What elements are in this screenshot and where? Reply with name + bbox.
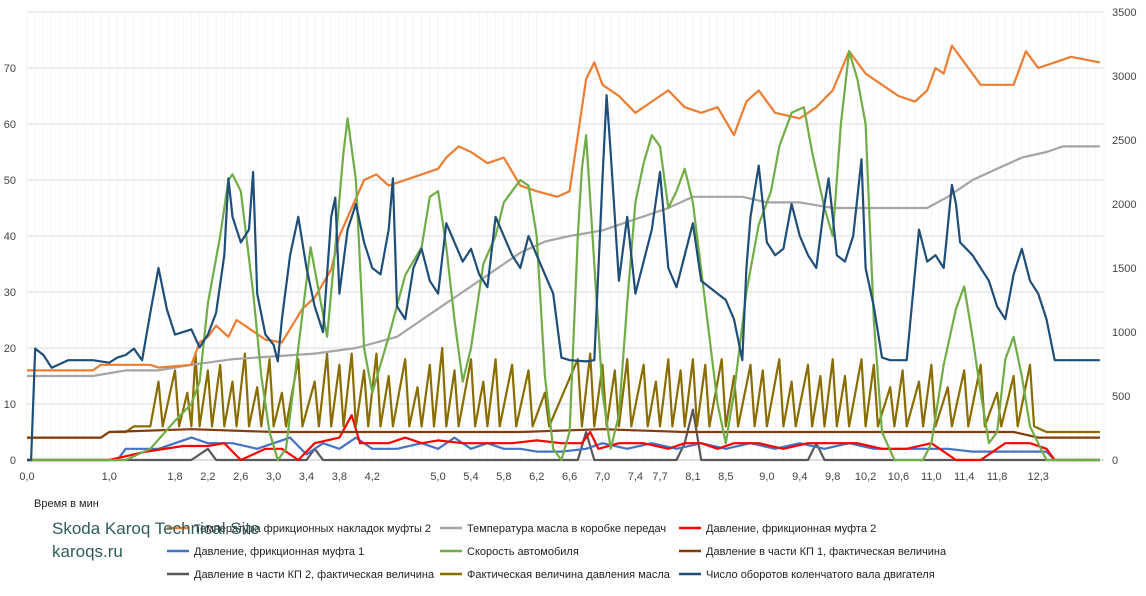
legend: Температура фрикционных накладок муфты 2… bbox=[167, 523, 947, 581]
x-ticks: 0,0 1,0 1,8 2,2 2,6 3,0 3,4 3,8 4,2 5,0 5,4 5,8 6,2 6… bbox=[19, 471, 1049, 483]
y-right-ticks: 0 500 1000 1500 2000 2500 3000 3500 bbox=[1112, 7, 1136, 467]
x-tick-label: 3,4 bbox=[299, 471, 314, 483]
x-tick-label: 7,0 bbox=[595, 471, 610, 483]
legend-entry: Давление, фрикционная муфта 2 bbox=[706, 523, 876, 535]
x-tick-label: 3,8 bbox=[332, 471, 347, 483]
x-tick-label: 5,8 bbox=[496, 471, 511, 483]
y-left-tick-label: 70 bbox=[4, 63, 16, 75]
x-tick-label: 3,0 bbox=[266, 471, 281, 483]
series-line-pressure-kp2 bbox=[27, 408, 1100, 462]
series-line-pressure-clutch2 bbox=[27, 414, 1100, 462]
x-tick-label: 8,1 bbox=[685, 471, 700, 483]
legend-entry: Давление, фрикционная муфта 1 bbox=[194, 546, 364, 558]
x-tick-label: 6,6 bbox=[562, 471, 577, 483]
y-right-tick-label: 500 bbox=[1112, 391, 1130, 403]
series-line-oil-pressure bbox=[27, 346, 1100, 439]
watermark-title: Skoda Karoq Technical Site bbox=[52, 519, 260, 538]
x-tick-label: 1,0 bbox=[102, 471, 117, 483]
legend-entry: Скорость автомобиля bbox=[467, 546, 579, 558]
legend-entry: Температура масла в коробке передач bbox=[467, 523, 666, 535]
watermark-url: karoqs.ru bbox=[52, 542, 123, 561]
legend-entry: Температура фрикционных накладок муфты 2 bbox=[194, 523, 431, 535]
x-tick-label: 10,6 bbox=[888, 471, 909, 483]
x-tick-label: 11,4 bbox=[954, 471, 975, 483]
x-tick-label: 11,8 bbox=[987, 471, 1008, 483]
y-right-tick-label: 3500 bbox=[1112, 7, 1136, 19]
y-right-tick-label: 1500 bbox=[1112, 263, 1136, 275]
legend-entry: Давление в части КП 1, фактическая велич… bbox=[706, 546, 947, 558]
y-left-tick-label: 50 bbox=[4, 175, 16, 187]
y-right-tick-label: 2000 bbox=[1112, 199, 1136, 211]
series-line-pressure-kp1 bbox=[27, 428, 1100, 439]
series-line-oil-temp-clutch2 bbox=[27, 44, 1101, 372]
x-tick-label: 2,2 bbox=[200, 471, 215, 483]
y-right-tick-label: 1000 bbox=[1112, 327, 1136, 339]
x-tick-label: 7,7 bbox=[652, 471, 667, 483]
x-tick-label: 7,4 bbox=[628, 471, 643, 483]
legend-entry: Давление в части КП 2, фактическая велич… bbox=[194, 569, 435, 581]
legend-entry: Число оборотов коленчатого вала двигател… bbox=[706, 569, 935, 581]
y-left-tick-label: 40 bbox=[4, 231, 16, 243]
series-line-vehicle-speed bbox=[27, 50, 1100, 462]
series-layer bbox=[27, 44, 1101, 462]
x-tick-label: 12,3 bbox=[1028, 471, 1049, 483]
x-tick-label: 9,8 bbox=[825, 471, 840, 483]
x-tick-label: 9,0 bbox=[759, 471, 774, 483]
y-right-tick-label: 0 bbox=[1112, 455, 1118, 467]
y-left-tick-label: 10 bbox=[4, 399, 16, 411]
y-left-tick-label: 60 bbox=[4, 119, 16, 131]
legend-entry: Фактическая величина давления масла bbox=[467, 569, 671, 581]
grid bbox=[26, 11, 1105, 461]
y-left-tick-label: 0 bbox=[10, 455, 16, 467]
y-left-tick-label: 30 bbox=[4, 287, 16, 299]
x-tick-label: 6,2 bbox=[529, 471, 544, 483]
x-tick-label: 8,5 bbox=[718, 471, 733, 483]
x-tick-label: 10,2 bbox=[855, 471, 876, 483]
y-left-ticks: 0 10 20 30 40 50 60 70 bbox=[4, 63, 16, 467]
x-tick-label: 5,4 bbox=[463, 471, 478, 483]
x-tick-label: 0,0 bbox=[19, 471, 34, 483]
y-left-tick-label: 20 bbox=[4, 343, 16, 355]
x-tick-label: 4,2 bbox=[365, 471, 380, 483]
x-tick-label: 5,0 bbox=[430, 471, 445, 483]
y-right-tick-label: 3000 bbox=[1112, 71, 1136, 83]
series-line-engine-rpm bbox=[27, 94, 1100, 462]
x-tick-label: 2,6 bbox=[233, 471, 248, 483]
x-axis-label: Время в мин bbox=[34, 498, 99, 510]
x-tick-label: 9,4 bbox=[792, 471, 807, 483]
x-tick-label: 1,8 bbox=[167, 471, 182, 483]
series-line-gearbox-oil-temp bbox=[27, 145, 1100, 378]
y-right-tick-label: 2500 bbox=[1112, 135, 1136, 147]
x-tick-label: 11,0 bbox=[921, 471, 942, 483]
